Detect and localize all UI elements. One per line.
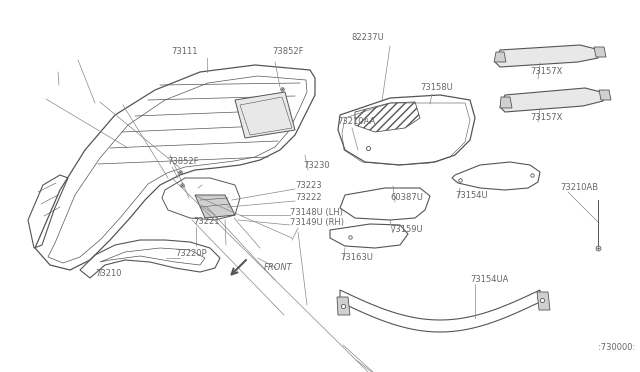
Text: 73158U: 73158U: [420, 83, 452, 93]
Polygon shape: [495, 45, 600, 67]
Text: 73210AA: 73210AA: [337, 118, 375, 126]
Polygon shape: [594, 47, 606, 57]
Text: 73148U (LH): 73148U (LH): [290, 208, 343, 217]
Polygon shape: [537, 292, 550, 310]
Text: 73149U (RH): 73149U (RH): [290, 218, 344, 227]
Polygon shape: [337, 297, 350, 315]
Polygon shape: [500, 97, 512, 108]
Text: 73210AB: 73210AB: [560, 183, 598, 192]
Text: 73111: 73111: [172, 48, 198, 57]
Text: 82237U: 82237U: [351, 33, 385, 42]
Polygon shape: [195, 195, 235, 218]
Text: :730000:: :730000:: [598, 343, 636, 353]
Text: 73852F: 73852F: [167, 157, 198, 167]
Text: 73223: 73223: [295, 180, 322, 189]
Text: FRONT: FRONT: [264, 263, 292, 273]
Polygon shape: [500, 88, 605, 112]
Text: 73154UA: 73154UA: [470, 276, 508, 285]
Text: 60387U: 60387U: [390, 193, 423, 202]
Text: 73163U: 73163U: [340, 253, 373, 263]
Text: 73222: 73222: [295, 192, 321, 202]
Text: 73157X: 73157X: [530, 113, 563, 122]
Text: 73157X: 73157X: [530, 67, 563, 77]
Text: 73221: 73221: [193, 218, 220, 227]
Polygon shape: [599, 90, 611, 100]
Polygon shape: [494, 52, 506, 62]
Text: 73210: 73210: [95, 269, 122, 278]
Text: 73154U: 73154U: [455, 190, 488, 199]
Text: 73220P: 73220P: [175, 248, 207, 257]
Text: 73230: 73230: [303, 160, 330, 170]
Text: 73852F: 73852F: [272, 48, 303, 57]
Text: 73159U: 73159U: [390, 225, 422, 234]
Polygon shape: [235, 92, 295, 138]
